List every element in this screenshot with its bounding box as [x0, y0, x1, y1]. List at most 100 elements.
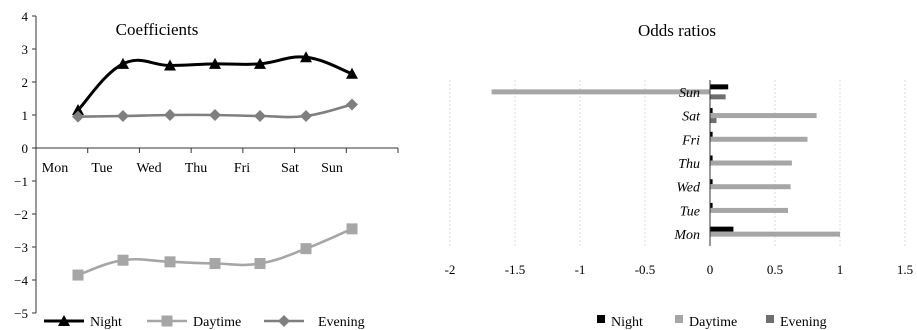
legend-label: Evening: [780, 315, 827, 330]
night-point: [72, 104, 84, 116]
x-tick-label: Mon: [42, 161, 68, 176]
legend-swatch-marker: [58, 315, 70, 326]
bar-group-sun: Sun: [491, 84, 729, 101]
daytime-bar: [710, 160, 792, 166]
night-series: [72, 51, 358, 116]
bar-group-wed: Wed: [676, 179, 791, 196]
night-point: [209, 57, 221, 69]
y-tick-label: 3: [22, 42, 29, 57]
x-tick-label: Sat: [281, 161, 299, 176]
bar-group-tue: Tue: [680, 202, 788, 219]
x-tick-label: 0: [707, 262, 714, 277]
legend-swatch: [675, 315, 683, 323]
night-bar: [710, 108, 713, 114]
y-tick-label: −2: [14, 207, 28, 222]
evening-point: [300, 109, 312, 122]
legend-label: Evening: [318, 315, 365, 330]
evening-point: [164, 109, 176, 121]
daytime-bar: [710, 113, 817, 119]
evening-bar: [710, 118, 717, 124]
evening-point: [117, 109, 129, 122]
legend-swatch: [766, 315, 774, 323]
category-label: Tue: [680, 204, 700, 219]
evening-bar: [710, 94, 726, 100]
bar-group-sat: Sat: [682, 108, 817, 125]
daytime-point: [209, 258, 221, 269]
y-tick-label: −1: [14, 174, 28, 189]
evening-point: [254, 109, 266, 122]
coefficients-chart: Coefficients 4 3 2 1 0 −1 −2 −3 −4 −5 Mon Tue Wed Thu…: [14, 9, 399, 330]
category-label: Wed: [676, 181, 701, 196]
night-point: [164, 59, 176, 71]
legend-label: Daytime: [689, 315, 737, 330]
x-tick-label: Fri: [234, 161, 250, 176]
legend-label: Night: [611, 315, 643, 330]
y-tick-label: −4: [14, 273, 28, 288]
y-tick-label: 0: [22, 141, 29, 156]
daytime-series: [72, 223, 358, 281]
x-tick-label: Sun: [321, 161, 343, 176]
legend-label: Daytime: [193, 315, 241, 330]
night-point: [254, 57, 266, 69]
odds-ratios-title: Odds ratios: [638, 21, 716, 40]
category-label: Sun: [679, 86, 700, 101]
bar-group-mon: Mon: [673, 226, 840, 243]
daytime-bar: [491, 89, 710, 95]
daytime-point: [164, 256, 176, 268]
bar-group-thu: Thu: [678, 155, 792, 172]
category-label: Sat: [682, 110, 701, 125]
legend-item-daytime: Daytime: [147, 315, 241, 330]
night-bar: [710, 226, 734, 232]
night-point: [300, 51, 312, 63]
category-label: Mon: [673, 228, 700, 243]
daytime-point: [72, 269, 84, 281]
legend-item-daytime: Daytime: [675, 315, 737, 330]
night-bar: [710, 155, 713, 161]
night-point: [346, 67, 358, 79]
category-label: Fri: [681, 133, 700, 148]
legend-swatch-marker: [278, 315, 290, 327]
x-tick-label: -0.5: [635, 262, 656, 277]
x-tick-label: 1: [837, 262, 844, 277]
y-tick-label: −5: [14, 306, 28, 321]
legend-item-evening: Evening: [264, 315, 365, 330]
legend-item-evening: Evening: [766, 315, 827, 330]
night-point: [117, 57, 129, 69]
daytime-bar: [710, 184, 791, 190]
x-tick-label: 1.5: [897, 262, 913, 277]
daytime-bar: [710, 231, 840, 237]
x-tick-label: Tue: [91, 161, 112, 176]
legend-item-night: Night: [44, 315, 122, 330]
x-tick-label: Wed: [136, 161, 161, 176]
x-tick-label: -1.5: [505, 262, 526, 277]
evening-point: [346, 98, 358, 111]
evening-point: [209, 109, 221, 121]
y-tick-label: 2: [22, 75, 29, 90]
bar-group-fri: Fri: [681, 131, 808, 148]
evening-series: [72, 98, 358, 123]
coefficients-title: Coefficients: [116, 20, 199, 39]
legend-swatch: [597, 315, 605, 323]
x-tick-label: -1: [575, 262, 586, 277]
category-label: Thu: [678, 157, 700, 172]
legend-swatch-marker: [161, 315, 173, 327]
x-tick-label: 0.5: [767, 262, 783, 277]
daytime-bar: [710, 207, 788, 213]
daytime-point: [300, 243, 312, 255]
night-bar: [710, 84, 729, 90]
night-bar: [710, 202, 713, 208]
evening-point: [72, 110, 84, 123]
daytime-point: [254, 258, 266, 269]
x-tick-label: -2: [445, 262, 456, 277]
x-tick-label: Thu: [185, 161, 208, 176]
y-tick-label: −3: [14, 240, 28, 255]
y-tick-label: 4: [22, 9, 29, 24]
daytime-point: [117, 254, 129, 266]
legend-item-night: Night: [597, 315, 643, 330]
odds-ratios-chart: Odds ratios -2 -1.5 -1 -0.5 0 0.5 1 1.5 Mon Tue We…: [445, 21, 914, 330]
daytime-bar: [710, 136, 808, 142]
night-bar: [710, 179, 713, 185]
night-bar: [710, 131, 713, 137]
daytime-point: [346, 223, 358, 235]
